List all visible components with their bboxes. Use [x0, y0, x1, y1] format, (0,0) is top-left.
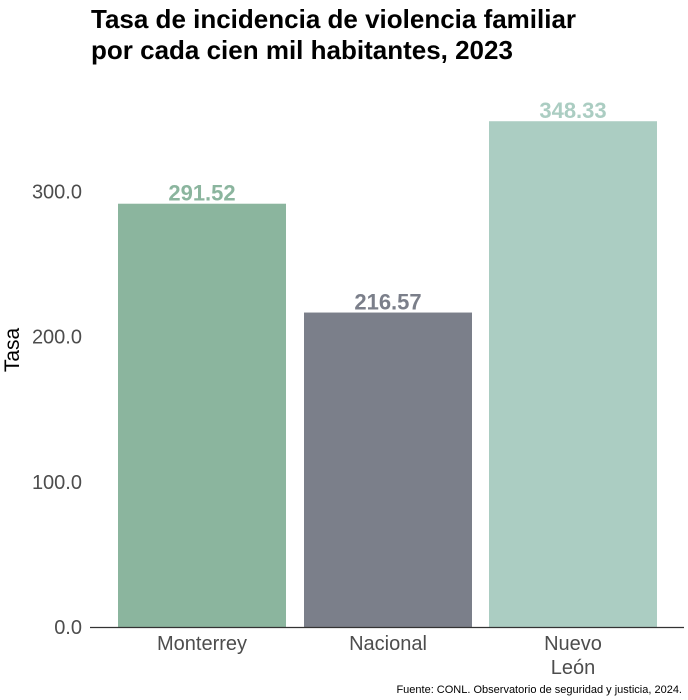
y-tick-label: 0.0	[54, 617, 82, 639]
x-axis-category-labels: Monterrey Nacional Nuevo León	[157, 633, 602, 679]
x-category-label-line: Monterrey	[157, 633, 247, 655]
x-category-label: Nuevo León	[544, 633, 602, 679]
bar-value-label: 348.33	[539, 98, 606, 123]
value-labels: 291.52 216.57 348.33	[168, 98, 606, 314]
bar	[118, 203, 286, 628]
y-tick-label: 200.0	[32, 327, 82, 349]
bar	[304, 312, 472, 627]
x-category-label: Monterrey	[157, 633, 247, 655]
bar	[489, 121, 657, 627]
source-caption: Fuente: CONL. Observatorio de seguridad …	[396, 684, 682, 696]
bar-value-label: 291.52	[168, 181, 235, 206]
chart-title-line-1: Tasa de incidencia de violencia familiar	[91, 4, 577, 34]
x-category-label-line: Nacional	[349, 633, 427, 655]
y-tick-label: 100.0	[32, 472, 82, 494]
bar-value-label: 216.57	[354, 290, 421, 315]
y-axis-title: Tasa	[1, 328, 24, 373]
x-category-label-line: Nuevo	[544, 633, 602, 655]
chart-title: Tasa de incidencia de violencia familiar…	[91, 4, 576, 66]
x-category-label-line: León	[551, 657, 596, 679]
bars	[118, 121, 657, 628]
y-tick-label: 300.0	[32, 181, 82, 203]
y-axis-ticks: 0.0 100.0 200.0 300.0	[32, 181, 82, 639]
chart-title-line-2: por cada cien mil habitantes, 2023	[91, 35, 513, 65]
x-category-label: Nacional	[349, 633, 427, 655]
